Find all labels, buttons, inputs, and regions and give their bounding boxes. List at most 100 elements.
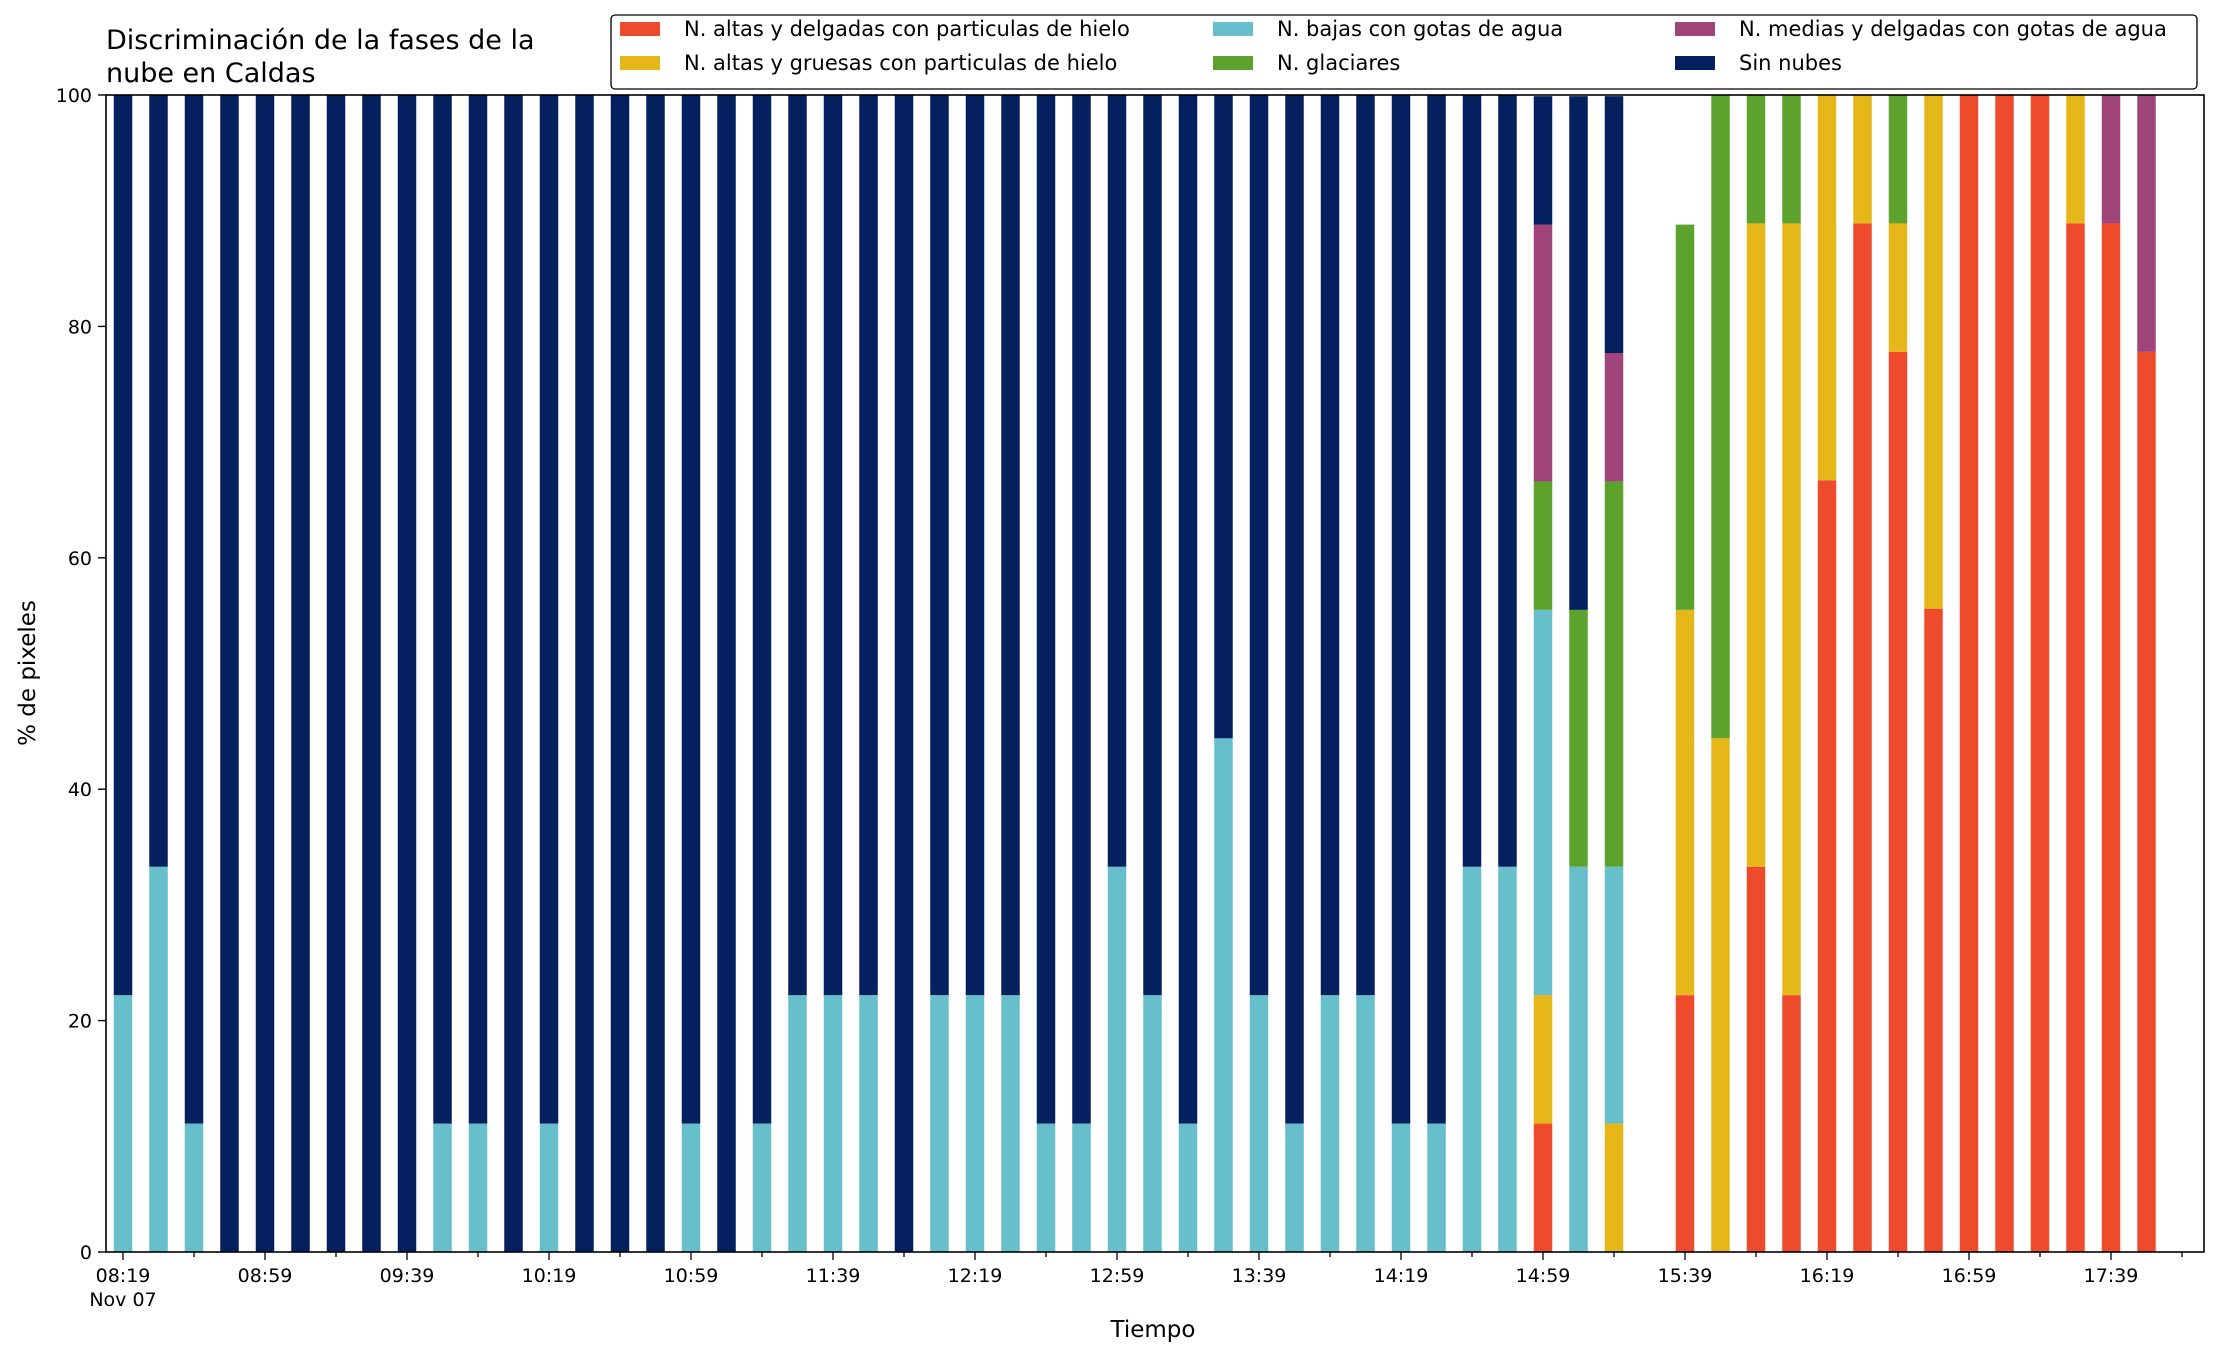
- bar-segment-5-58: [2137, 95, 2156, 352]
- bar-segment-6-39: [1462, 95, 1482, 867]
- legend-swatch-5: [1675, 22, 1715, 36]
- legend-label-4: N. glaciares: [1277, 51, 1400, 75]
- bar-segment-6-2: [149, 95, 168, 867]
- bar-segment-3-19: [752, 1123, 772, 1252]
- bar-segment-6-11: [468, 95, 488, 1124]
- x-tick-label-10:59: 10:59: [664, 1265, 719, 1287]
- bar-segment-6-21: [823, 95, 843, 996]
- bar-segment-1-48: [1782, 995, 1801, 1252]
- bar-segment-1-51: [1888, 351, 1908, 1253]
- bar-segment-4-42: [1569, 609, 1588, 867]
- bar-segment-6-16: [646, 95, 665, 1252]
- legend-label-6: Sin nubes: [1739, 51, 1842, 75]
- bar-segment-6-31: [1178, 95, 1198, 1124]
- x-tick-label-17:39: 17:39: [2084, 1265, 2139, 1287]
- bar-segment-2-48: [1782, 223, 1801, 996]
- bar-segment-2-50: [1853, 95, 1872, 224]
- legend-swatch-2: [620, 56, 660, 70]
- bar-segment-3-22: [859, 995, 878, 1252]
- x-tick-label-08:59: 08:59: [238, 1265, 293, 1287]
- bar-segment-3-10: [433, 1123, 452, 1252]
- bar-segment-6-28: [1072, 95, 1091, 1124]
- bar-segment-6-29: [1107, 95, 1127, 867]
- bar-segment-3-1: [113, 995, 133, 1252]
- bar-segment-2-45: [1675, 609, 1695, 996]
- bar-segment-4-41: [1533, 481, 1553, 610]
- bar-segment-2-49: [1817, 95, 1837, 481]
- x-axis-ticks: 08:19 08:59 09:39 10:19 10:59 11:39 12:19 12:59…: [89, 1252, 2183, 1311]
- bar-segment-1-56: [2066, 223, 2085, 1253]
- bar-segment-5-41: [1533, 224, 1553, 482]
- bar-segment-6-32: [1214, 95, 1233, 739]
- y-tick-label-80: 80: [68, 316, 92, 338]
- bar-segment-1-50: [1853, 223, 1872, 1253]
- plot-frame: [105, 94, 2205, 1253]
- bar-segment-1-45: [1675, 995, 1695, 1252]
- x-tick-label-12:19: 12:19: [948, 1265, 1003, 1287]
- bar-segment-6-1: [113, 95, 133, 996]
- bar-segment-3-2: [149, 866, 168, 1252]
- bar-segment-6-22: [859, 95, 878, 996]
- bar-segment-1-57: [2101, 223, 2121, 1253]
- bar-segment-6-25: [965, 95, 985, 996]
- legend-swatch-6: [1675, 56, 1715, 70]
- bar-segment-3-41: [1533, 609, 1553, 996]
- bar-segment-3-13: [539, 1123, 559, 1252]
- bar-segment-6-18: [717, 95, 736, 1252]
- bar-segment-3-24: [930, 995, 949, 1252]
- x-tick-label-14:59: 14:59: [1516, 1265, 1571, 1287]
- bar-segment-6-15: [610, 95, 630, 1252]
- x-tick-label-09:39: 09:39: [380, 1265, 435, 1287]
- bar-segment-2-47: [1746, 223, 1766, 867]
- bar-segment-4-45: [1675, 224, 1695, 610]
- bar-segment-6-30: [1143, 95, 1162, 996]
- x-tick-label-13:39: 13:39: [1232, 1265, 1287, 1287]
- legend-swatch-1: [620, 22, 660, 36]
- bar-segment-6-43: [1604, 96, 1624, 354]
- bar-segment-3-37: [1391, 1123, 1411, 1252]
- bar-segment-6-19: [752, 95, 772, 1124]
- bar-segment-3-39: [1462, 866, 1482, 1252]
- legend-swatch-3: [1213, 22, 1253, 36]
- bar-segment-1-52: [1924, 608, 1943, 1252]
- bar-segment-3-32: [1214, 738, 1233, 1252]
- bar-segment-3-35: [1320, 995, 1340, 1252]
- x-tick-label-12:59: 12:59: [1090, 1265, 1145, 1287]
- bar-segment-4-48: [1782, 95, 1801, 224]
- chart-title-line-2: nube en Caldas: [106, 58, 316, 89]
- bar-segment-1-41: [1533, 1123, 1553, 1252]
- bar-segment-6-33: [1249, 95, 1269, 996]
- bar-segment-3-26: [1001, 995, 1020, 1252]
- bar-segment-6-41: [1533, 96, 1553, 225]
- bar-segment-6-42: [1569, 96, 1588, 610]
- bar-segment-6-20: [788, 95, 807, 996]
- bar-segment-6-36: [1356, 95, 1375, 996]
- x-tick-label-16:59: 16:59: [1942, 1265, 1997, 1287]
- x-axis-label: Tiempo: [1110, 1317, 1196, 1343]
- bar-segment-3-28: [1072, 1123, 1091, 1252]
- x-tick-sublabel: Nov 07: [89, 1289, 156, 1311]
- bar-segment-4-43: [1604, 481, 1624, 867]
- bar-segment-1-58: [2137, 351, 2156, 1253]
- legend-frame: [610, 14, 2198, 90]
- x-tick-label-16:19: 16:19: [1800, 1265, 1855, 1287]
- bar-segment-3-27: [1036, 1123, 1056, 1252]
- bar-segment-2-52: [1924, 95, 1943, 609]
- x-tick-label-08:19: 08:19: [96, 1265, 151, 1287]
- x-tick-label-15:39: 15:39: [1658, 1265, 1713, 1287]
- bar-segment-2-56: [2066, 95, 2085, 224]
- y-axis-label: % de pixeles: [15, 600, 41, 746]
- bar-segment-3-21: [823, 995, 843, 1252]
- bar-segment-3-29: [1107, 866, 1127, 1252]
- bar-segment-6-6: [291, 95, 310, 1252]
- bar-segment-6-23: [894, 95, 914, 1252]
- bar-segment-3-3: [184, 1123, 204, 1252]
- bar-segment-3-31: [1178, 1123, 1198, 1252]
- bar-segment-6-26: [1001, 95, 1020, 996]
- bar-segment-3-42: [1569, 866, 1588, 1252]
- legend-label-2: N. altas y gruesas con particulas de hie…: [684, 51, 1117, 75]
- bar-segment-5-43: [1604, 353, 1624, 482]
- chart-title-line-1: Discriminación de la fases de la: [106, 25, 535, 56]
- bar-segment-3-40: [1498, 866, 1517, 1252]
